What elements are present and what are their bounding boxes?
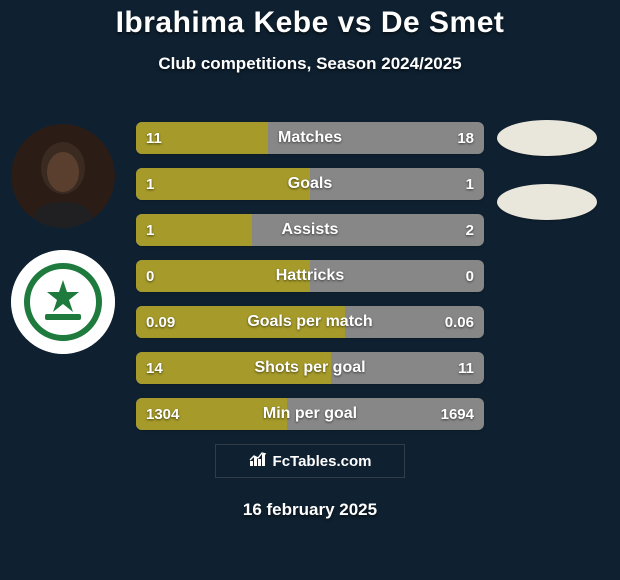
left-avatars-column: [8, 124, 118, 354]
stat-bar: 0.090.06Goals per match: [136, 306, 484, 338]
club-logo: [11, 250, 115, 354]
club-crest-icon: [11, 250, 115, 354]
stat-label: Assists: [136, 214, 484, 246]
right-ovals-column: [492, 120, 602, 220]
stat-bar: 13041694Min per goal: [136, 398, 484, 430]
stat-label: Min per goal: [136, 398, 484, 430]
brand-label: FcTables.com: [273, 453, 372, 470]
stat-label: Hattricks: [136, 260, 484, 292]
stat-label: Shots per goal: [136, 352, 484, 384]
player-oval-2: [497, 184, 597, 220]
stat-bars: 1118Matches 11Goals 12Assists 00Hattricks 0.…: [136, 122, 484, 430]
stat-bar: 1118Matches: [136, 122, 484, 154]
subtitle: Club competitions, Season 2024/2025: [0, 54, 620, 74]
stat-bar: 00Hattricks: [136, 260, 484, 292]
date-label: 16 february 2025: [0, 500, 620, 520]
player-avatar: [11, 124, 115, 228]
comparison-card: Ibrahima Kebe vs De Smet Club competitio…: [0, 0, 620, 580]
brand-chart-icon: [249, 451, 267, 471]
stat-bar: 1411Shots per goal: [136, 352, 484, 384]
page-title: Ibrahima Kebe vs De Smet: [0, 6, 620, 40]
stat-label: Goals: [136, 168, 484, 200]
brand-badge[interactable]: FcTables.com: [215, 444, 405, 478]
player-oval-1: [497, 120, 597, 156]
stat-label: Matches: [136, 122, 484, 154]
person-silhouette-icon: [11, 124, 115, 228]
stat-bar: 12Assists: [136, 214, 484, 246]
stat-label: Goals per match: [136, 306, 484, 338]
stat-bar: 11Goals: [136, 168, 484, 200]
